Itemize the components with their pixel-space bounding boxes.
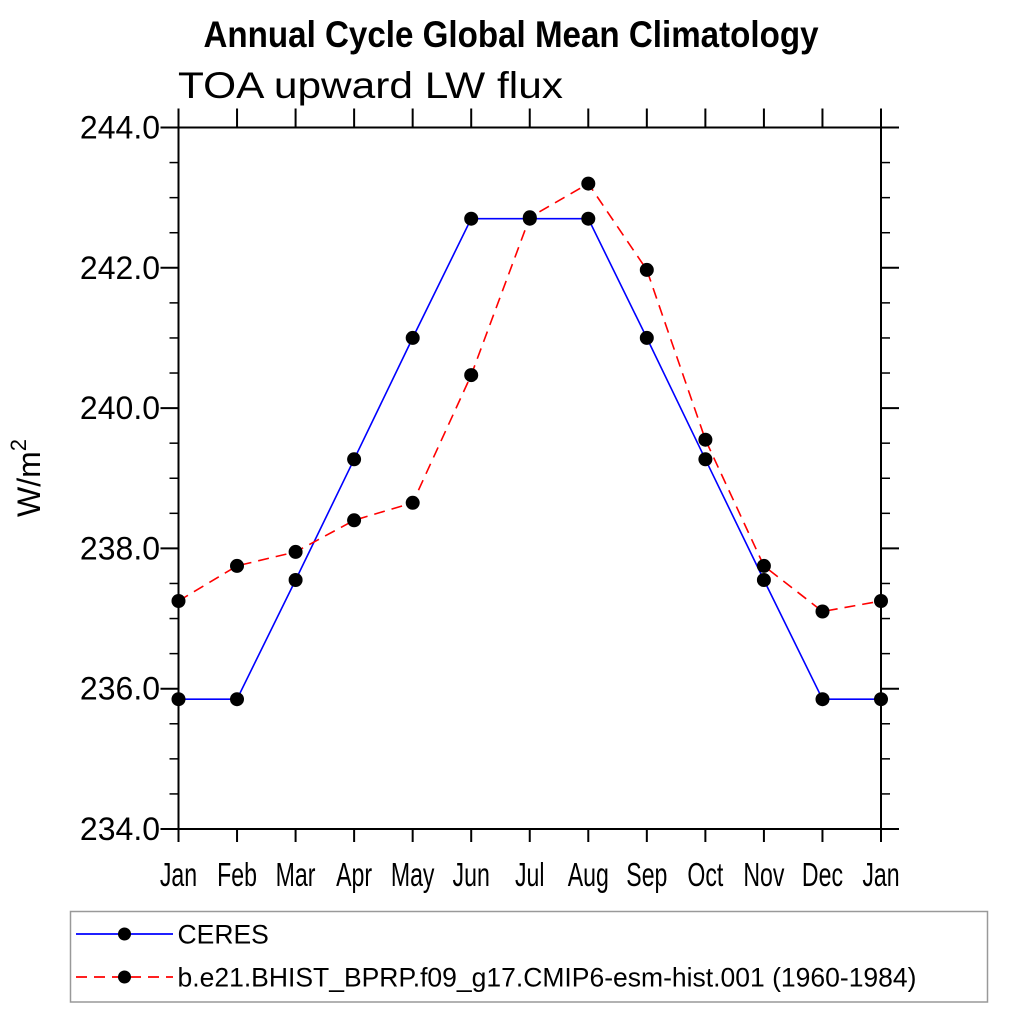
series-marker-1 (171, 594, 186, 608)
x-axis-tick-label: Sep (626, 856, 667, 893)
x-axis-tick-label: Nov (743, 856, 784, 893)
x-axis-tick-label: Dec (802, 856, 843, 893)
series-marker-1 (230, 558, 244, 573)
series-marker-1 (815, 604, 830, 619)
series-marker-1 (464, 368, 479, 383)
series-marker-1 (639, 262, 654, 277)
y-axis-tick-label: 238.0 (80, 530, 160, 566)
series-marker-1 (756, 558, 771, 573)
legend-marker-1 (118, 970, 131, 984)
x-axis-tick-label: Oct (687, 856, 723, 893)
y-axis-label-exponent: 2 (6, 439, 31, 451)
y-axis-tick-label: 242.0 (80, 250, 160, 286)
series-marker-1 (405, 495, 420, 510)
x-axis-tick-label: Jun (453, 856, 490, 893)
series-line-1 (178, 182, 882, 613)
plot-area: Jan Feb Mar Apr May Jun Jul Aug Sep Oct Nov Dec Jan2… (80, 108, 900, 893)
x-axis-tick-label: Aug (568, 856, 609, 893)
y-axis-tick-label: 244.0 (80, 110, 160, 146)
chart-subtitle: TOA upward LW flux (178, 65, 564, 106)
x-axis-tick-label: Jan (862, 856, 899, 893)
y-axis-tick-label: 240.0 (80, 390, 160, 426)
x-axis-tick-label: Jan (160, 856, 197, 893)
x-axis-tick-label: May (391, 856, 435, 893)
series-line-0 (178, 217, 881, 701)
legend-label-0: CERES (178, 920, 269, 950)
legend-box (69, 910, 989, 1003)
plot-frame (177, 126, 882, 830)
series-marker-0 (347, 452, 362, 467)
series-marker-0 (756, 573, 771, 587)
legend: CERES b.e21.BHIST_BPRP.f09_g17.CMIP6-esm-… (69, 910, 989, 1003)
x-axis-tick-label: Apr (336, 856, 372, 893)
series-marker-0 (639, 330, 654, 345)
series-marker-1 (288, 544, 303, 559)
series-marker-0 (288, 573, 303, 587)
series-marker-1 (581, 176, 596, 191)
x-axis-tick-label: Mar (276, 856, 316, 893)
legend-label-1: b.e21.BHIST_BPRP.f09_g17.CMIP6-esm-hist.… (178, 963, 917, 993)
series-marker-0 (230, 692, 244, 707)
series-marker-1 (874, 594, 888, 608)
x-axis-tick-label: Feb (217, 856, 257, 893)
series-marker-0 (581, 211, 596, 226)
y-axis-tick-label: 234.0 (80, 811, 160, 847)
series-marker-0 (464, 211, 479, 226)
y-axis-label-base: W/m (11, 451, 47, 517)
series-marker-0 (815, 692, 830, 707)
y-axis-tick-label: 236.0 (80, 671, 160, 707)
series-marker-0 (171, 692, 186, 707)
series-marker-1 (347, 513, 362, 528)
chart-title: Annual Cycle Global Mean Climatology (204, 14, 819, 55)
y-axis-label: W/m2 (6, 439, 47, 517)
series-marker-1 (698, 432, 713, 447)
legend-marker-0 (118, 927, 131, 941)
series-marker-0 (874, 692, 888, 707)
series-marker-0 (698, 452, 713, 467)
x-axis-tick-label: Jul (515, 856, 545, 893)
series-marker-1 (522, 210, 537, 225)
series-marker-0 (405, 330, 420, 345)
